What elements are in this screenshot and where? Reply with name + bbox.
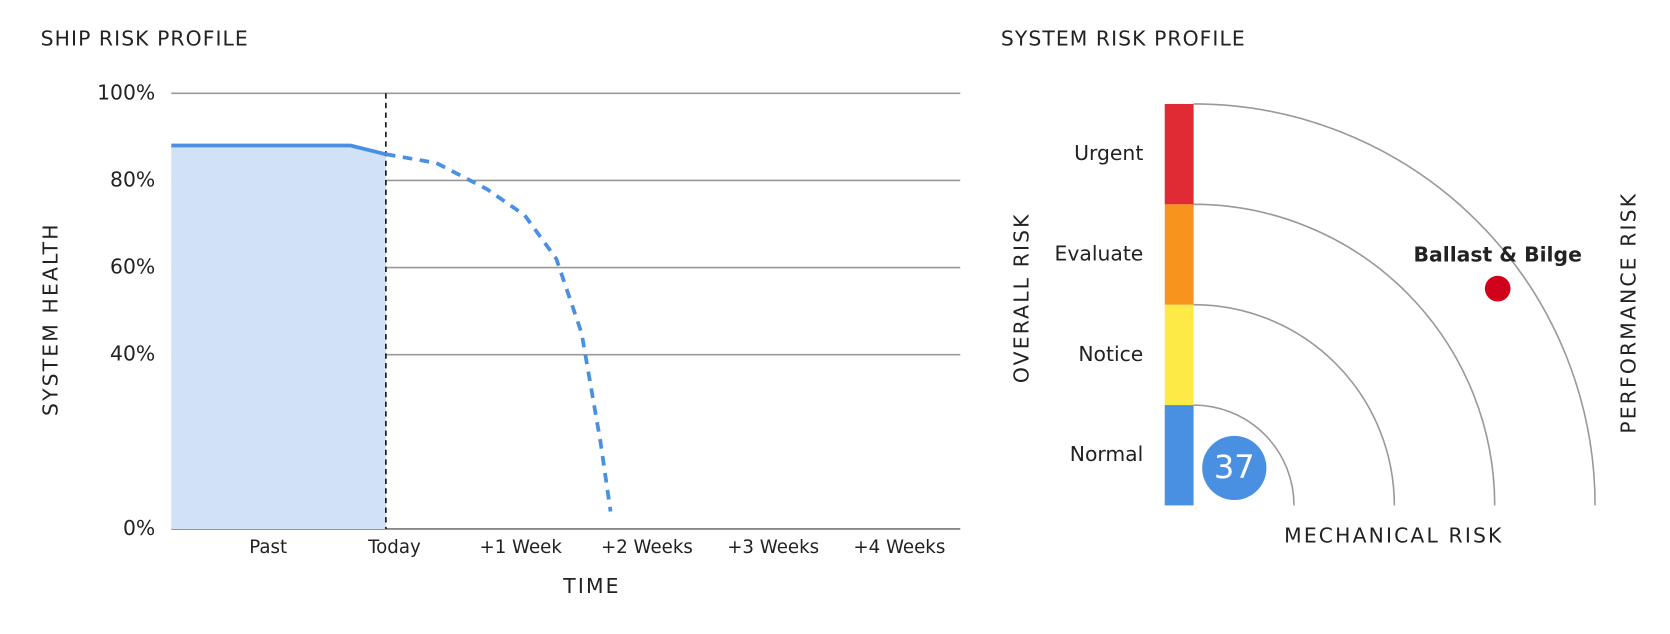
y-axis-label: OVERALL RISK: [1009, 212, 1033, 383]
line: [385, 152, 613, 512]
x-axis-label: TIME: [562, 574, 620, 598]
x-tick-label: +1 Week: [479, 537, 562, 558]
x-tick-label: Past: [249, 537, 287, 558]
line: [171, 143, 387, 157]
y-tick-label: 100%: [97, 80, 155, 104]
score-badge: [1202, 435, 1267, 501]
level-band: [1164, 204, 1194, 305]
ring: [1193, 103, 1596, 506]
level-band: [1164, 304, 1194, 406]
y2-axis-label: PERFORMANCE RISK: [1616, 192, 1640, 434]
area: [171, 145, 386, 529]
y-axis-label: SYSTEM HEALTH: [38, 222, 62, 416]
ring: [1193, 203, 1496, 506]
x-tick-label: +4 Weeks: [853, 537, 945, 558]
level-band: [1164, 103, 1194, 205]
y-tick-label: 0%: [123, 516, 155, 540]
y-tick-label: 80%: [110, 167, 155, 191]
chart-title: SYSTEM RISK PROFILE: [1001, 27, 1246, 51]
x-tick-label: +2 Weeks: [601, 537, 693, 558]
x-axis-label: MECHANICAL RISK: [1284, 523, 1503, 547]
score: 37: [1214, 448, 1255, 486]
y-tick-label: 40%: [110, 342, 155, 366]
y-tick-label: 60%: [110, 255, 155, 279]
level-label: Evaluate: [1055, 242, 1144, 266]
level-label: Urgent: [1074, 141, 1143, 165]
x-tick-label: Today: [367, 537, 421, 558]
chart-title: SHIP RISK PROFILE: [41, 27, 249, 51]
level-label: Notice: [1078, 342, 1143, 366]
level-label: Normal: [1070, 442, 1144, 466]
ring: [1193, 404, 1295, 506]
point: [1484, 275, 1511, 302]
point-label: Ballast & Bilge: [1414, 242, 1582, 266]
x-tick-label: +3 Weeks: [727, 537, 819, 558]
ring: [1193, 303, 1396, 506]
level-band: [1164, 405, 1194, 506]
